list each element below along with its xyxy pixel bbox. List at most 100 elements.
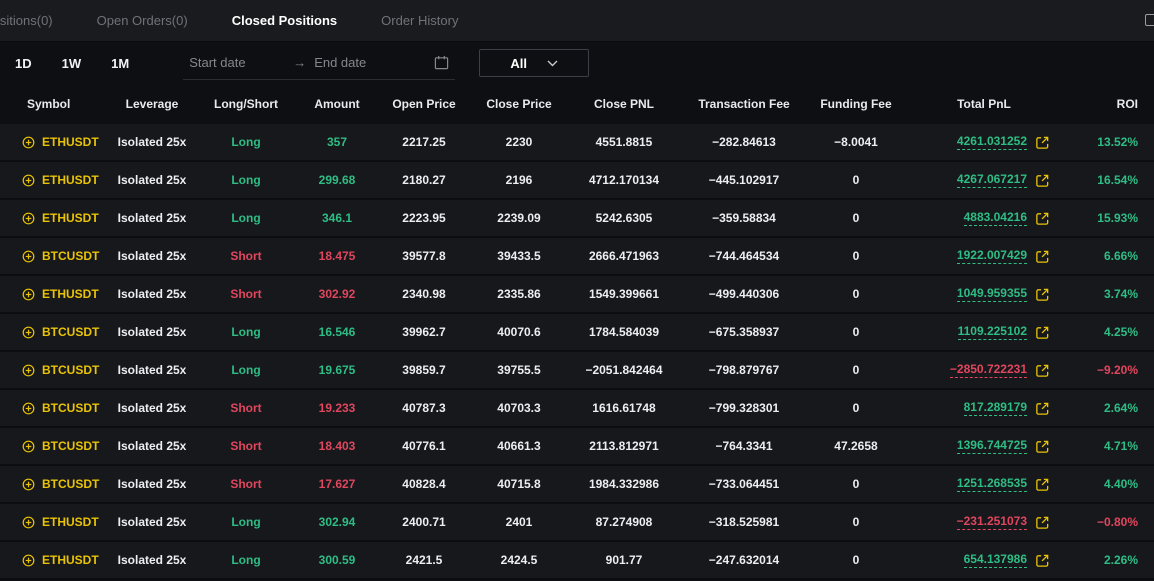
col-roi: ROI [1116,97,1138,111]
share-export-icon[interactable] [1035,363,1050,378]
share-export-icon[interactable] [1035,173,1050,188]
total-pnl-link[interactable]: 4261.031252 [956,134,1027,150]
circled-plus-icon[interactable] [22,402,35,415]
cell-funding-fee: 47.2658 [834,439,878,453]
total-pnl-link[interactable]: 4883.04216 [963,210,1027,226]
total-pnl-link[interactable]: −2850.722231 [949,362,1027,378]
share-export-icon[interactable] [1035,439,1050,454]
cell-long-short: Long [231,515,261,529]
window-expand-icon[interactable] [1145,14,1154,26]
symbol-label: ETHUSDT [42,515,99,529]
share-export-icon[interactable] [1035,287,1050,302]
start-date-input[interactable]: Start date [189,55,246,70]
tabs: Positions(0) Open Orders(0) Closed Posit… [0,13,458,28]
cell-long-short: Long [231,363,261,377]
cell-roi: 13.52% [1097,135,1138,149]
circled-plus-icon[interactable] [22,364,35,377]
cell-symbol[interactable]: ETHUSDT [0,553,108,567]
table-row: BTCUSDT Isolated 25x Short 19.233 40787.… [0,390,1154,428]
circled-plus-icon[interactable] [22,478,35,491]
cell-roi: 4.40% [1103,477,1138,491]
cell-symbol[interactable]: BTCUSDT [0,477,108,491]
circled-plus-icon[interactable] [22,212,35,225]
tab-positions[interactable]: Positions(0) [0,13,53,28]
cell-close-pnl: 1984.332986 [588,477,660,491]
cell-symbol[interactable]: ETHUSDT [0,173,108,187]
total-pnl-link[interactable]: 1396.744725 [956,438,1027,454]
cell-roi: −0.80% [1096,515,1138,529]
end-date-input[interactable]: End date [314,55,367,70]
col-close-pnl: Close PNL [593,97,654,111]
table-row: BTCUSDT Isolated 25x Short 17.627 40828.… [0,466,1154,504]
cell-leverage: Isolated 25x [117,287,187,301]
share-export-icon[interactable] [1035,135,1050,150]
share-export-icon[interactable] [1035,553,1050,568]
cell-total-pnl: 1396.744725 [904,438,1064,454]
total-pnl-link[interactable]: 4267.067217 [956,172,1027,188]
circled-plus-icon[interactable] [22,174,35,187]
circled-plus-icon[interactable] [22,516,35,529]
range-1m-button[interactable]: 1M [111,55,130,71]
share-export-icon[interactable] [1035,249,1050,264]
cell-amount: 17.627 [318,477,356,491]
cell-symbol[interactable]: BTCUSDT [0,325,108,339]
cell-open-price: 40787.3 [402,401,446,415]
symbol-label: ETHUSDT [42,173,99,187]
cell-symbol[interactable]: ETHUSDT [0,211,108,225]
cell-transaction-fee: −799.328301 [708,401,780,415]
cell-long-short: Long [231,325,261,339]
tab-open-orders[interactable]: Open Orders(0) [96,13,188,28]
cell-leverage: Isolated 25x [117,515,187,529]
cell-long-short: Long [231,211,261,225]
cell-funding-fee: 0 [852,173,860,187]
cell-open-price: 2421.5 [405,553,443,567]
total-pnl-link[interactable]: −231.251073 [956,514,1027,530]
filter-dropdown[interactable]: All [479,49,590,77]
circled-plus-icon[interactable] [22,136,35,149]
cell-roi: 2.64% [1103,401,1138,415]
col-open-price: Open Price [392,97,456,111]
symbol-label: ETHUSDT [42,211,99,225]
cell-total-pnl: 817.289179 [904,400,1064,416]
cell-symbol[interactable]: ETHUSDT [0,135,108,149]
cell-amount: 18.475 [318,249,356,263]
cell-symbol[interactable]: BTCUSDT [0,401,108,415]
calendar-icon[interactable] [434,55,449,70]
cell-close-price: 39433.5 [497,249,541,263]
circled-plus-icon[interactable] [22,250,35,263]
cell-total-pnl: 1049.959355 [904,286,1064,302]
range-1d-button[interactable]: 1D [15,55,32,71]
total-pnl-link[interactable]: 654.137986 [963,552,1027,568]
share-export-icon[interactable] [1035,401,1050,416]
range-arrow-icon: → [293,55,307,70]
total-pnl-link[interactable]: 1109.225102 [957,324,1027,340]
circled-plus-icon[interactable] [22,440,35,453]
range-1w-button[interactable]: 1W [61,55,82,71]
share-export-icon[interactable] [1035,477,1050,492]
share-export-icon[interactable] [1035,515,1050,530]
circled-plus-icon[interactable] [22,554,35,567]
cell-symbol[interactable]: ETHUSDT [0,515,108,529]
cell-close-price: 40070.6 [497,325,541,339]
circled-plus-icon[interactable] [22,326,35,339]
circled-plus-icon[interactable] [22,288,35,301]
total-pnl-link[interactable]: 1049.959355 [956,286,1027,302]
cell-leverage: Isolated 25x [117,363,187,377]
share-export-icon[interactable] [1035,211,1050,226]
total-pnl-link[interactable]: 1922.007429 [956,248,1027,264]
table-row: ETHUSDT Isolated 25x Long 300.59 2421.5 … [0,542,1154,580]
cell-symbol[interactable]: ETHUSDT [0,287,108,301]
cell-close-price: 2335.86 [497,287,541,301]
cell-total-pnl: −231.251073 [904,514,1064,530]
tab-closed-positions[interactable]: Closed Positions [231,13,338,28]
total-pnl-link[interactable]: 1251.268535 [956,476,1027,492]
cell-symbol[interactable]: BTCUSDT [0,439,108,453]
share-export-icon[interactable] [1035,325,1050,340]
cell-total-pnl: 4883.04216 [904,210,1064,226]
cell-symbol[interactable]: BTCUSDT [0,249,108,263]
tab-order-history[interactable]: Order History [381,13,459,28]
filter-dropdown-value: All [510,55,527,71]
cell-symbol[interactable]: BTCUSDT [0,363,108,377]
total-pnl-link[interactable]: 817.289179 [963,400,1027,416]
date-range-picker[interactable]: Start date → End date [183,46,456,80]
